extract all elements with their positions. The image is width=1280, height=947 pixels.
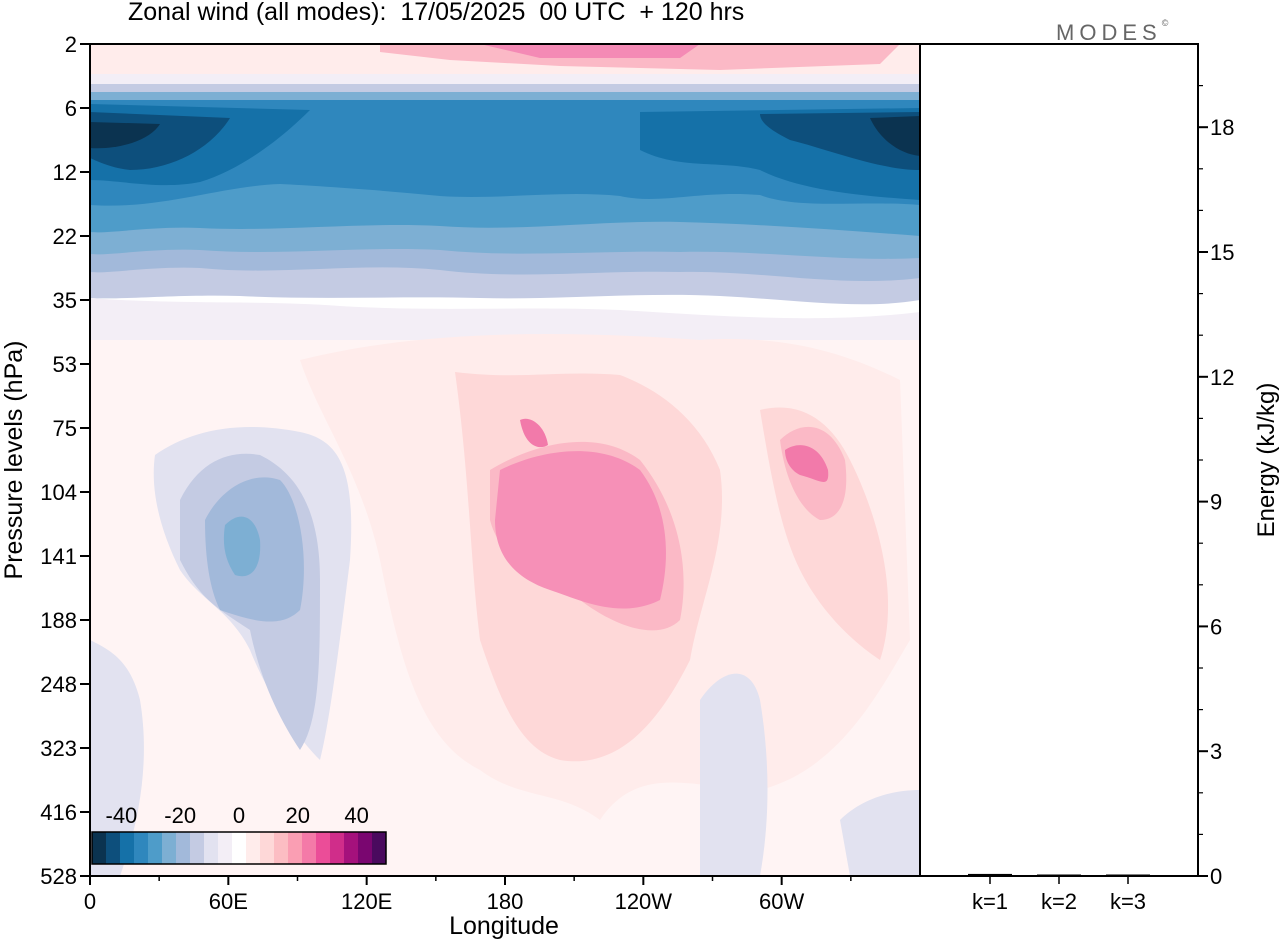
y-tick-label: 528 [40,864,77,889]
energy-tick-label: 12 [1210,365,1234,390]
colorbar-swatch [204,832,219,864]
colorbar-tick-label: -40 [106,803,138,828]
colorbar-swatch [260,832,275,864]
x-tick-label: 60E [209,889,248,914]
y-tick-label: 75 [53,416,77,441]
colorbar-swatch [134,832,149,864]
y-tick-label: 53 [53,352,77,377]
y-axis: 2 6 12 22 35 53 75 104 141 188 248 323 416 528 [40,32,90,889]
colorbar-frame [91,831,387,865]
colorbar-swatch [106,832,121,864]
x-tick-label: 120W [615,889,673,914]
colorbar-tick-label: -20 [164,803,196,828]
colorbar-tick-label: 20 [286,803,310,828]
y-tick-label: 141 [40,544,77,569]
colorbar-swatch [190,832,205,864]
energy-cat-label: k=1 [972,889,1008,914]
logo-mark: © [1161,18,1169,28]
x-tick-label: 180 [487,889,524,914]
colorbar-swatch [176,832,191,864]
energy-bar [968,873,1012,876]
energy-tick-label: 6 [1210,614,1222,639]
y-tick-label: 2 [65,32,77,57]
energy-bar [1106,874,1150,876]
heatmap-field [90,44,920,876]
y-tick-label: 104 [40,480,77,505]
x-axis-label: Longitude [449,912,559,940]
modes-logo: MODES© [1056,18,1169,46]
colorbar-swatch [92,832,107,864]
y-tick-label: 22 [53,224,77,249]
y-tick-label: 248 [40,672,77,697]
colorbar-swatch [302,832,317,864]
energy-tick-label: 18 [1210,115,1234,140]
x-tick-label: 60W [759,889,804,914]
colorbar-swatch [246,832,261,864]
energy-axis: 0 3 6 9 12 15 18 [1198,84,1234,889]
energy-bar [1037,874,1081,876]
energy-tick-label: 9 [1210,490,1222,515]
energy-cat-label: k=2 [1041,889,1077,914]
heatmap-frame-right-edge [919,44,921,876]
y-tick-label: 323 [40,736,77,761]
colorbar-swatch [162,832,177,864]
colorbar-swatch [274,832,289,864]
y-axis-label: Pressure levels (hPa) [0,341,28,580]
colorbar-swatch [372,832,387,864]
energy-panel-frame [919,43,1199,877]
x-tick-label: 120E [341,889,392,914]
colorbar [91,831,387,865]
colorbar-swatch [344,832,359,864]
colorbar-swatch [120,832,135,864]
chart-title: Zonal wind (all modes): 17/05/2025 00 UT… [128,0,745,26]
energy-cat-label: k=3 [1110,889,1146,914]
y-tick-label: 35 [53,288,77,313]
colorbar-swatch [316,832,331,864]
energy-tick-label: 15 [1210,240,1234,265]
energy-tick-label: 3 [1210,739,1222,764]
y-tick-label: 6 [65,96,77,121]
colorbar-swatch [358,832,373,864]
y-tick-label: 12 [53,160,77,185]
colorbar-tick-label: 40 [344,803,368,828]
y-tick-label: 416 [40,800,77,825]
logo-text: MODES [1056,20,1162,45]
energy-categories: k=1 k=2 k=3 [972,876,1146,914]
colorbar-swatch [232,832,247,864]
colorbar-tick-label: 0 [233,803,245,828]
x-tick-label: 0 [84,889,96,914]
colorbar-swatch [218,832,233,864]
colorbar-swatch [288,832,303,864]
x-axis: 0 60E 120E 180 120W 60W [84,876,852,914]
energy-bars [968,873,1150,876]
y-tick-label: 188 [40,608,77,633]
colorbar-swatch [148,832,163,864]
energy-axis-label: Energy (kJ/kg) [1253,383,1280,538]
colorbar-ticks: -40 -20 0 20 40 [106,803,369,828]
colorbar-swatch [330,832,345,864]
energy-tick-label: 0 [1210,864,1222,889]
